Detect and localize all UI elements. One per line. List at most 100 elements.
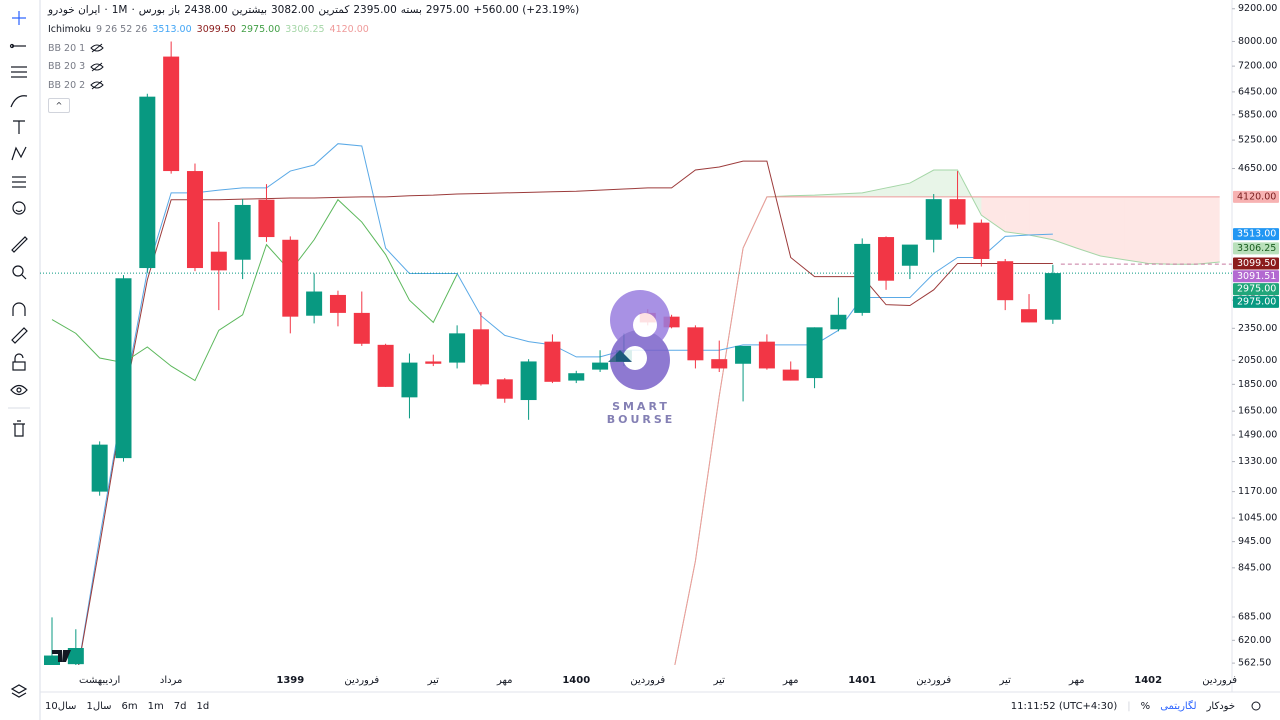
indicator-name: BB 20 3 <box>48 61 86 72</box>
layers-tool[interactable] <box>10 684 28 698</box>
y-tick-label: 1045.00 <box>1238 513 1277 524</box>
prediction-tool[interactable] <box>12 176 26 188</box>
y-tick-label: 8000.00 <box>1238 36 1277 47</box>
trend-line-tool[interactable] <box>9 43 27 49</box>
y-tick-label: 9200.00 <box>1238 3 1277 14</box>
y-tick-label: 5250.00 <box>1238 135 1277 146</box>
cloud-fill <box>1172 196 1196 265</box>
toolbar <box>8 0 41 720</box>
price-badge-label: 3091.51 <box>1237 271 1276 282</box>
clock: 11:11:52 (UTC+4:30) <box>1010 701 1118 712</box>
cloud-fill <box>1148 196 1173 265</box>
candle-body <box>830 314 847 330</box>
zoom-tool[interactable] <box>12 265 27 280</box>
candle-body <box>44 655 60 665</box>
range-button[interactable]: 10سال <box>45 701 77 712</box>
separator: · <box>131 4 135 16</box>
y-tick-label: 7200.00 <box>1238 61 1277 72</box>
range-button[interactable]: 1m <box>147 701 164 712</box>
y-tick-label: 4650.00 <box>1238 163 1277 174</box>
x-tick-label: 1400 <box>562 675 590 686</box>
cloud-fill <box>862 187 887 197</box>
candle-body <box>711 359 728 369</box>
cloud-fill <box>1124 196 1149 264</box>
price-badge-label: 2975.00 <box>1237 296 1276 307</box>
y-tick-label: 620.00 <box>1238 635 1271 646</box>
y-tick-label: 845.00 <box>1238 562 1271 573</box>
icon-tool[interactable] <box>12 201 26 215</box>
y-tick-label: 2350.00 <box>1238 323 1277 334</box>
candle-body <box>925 199 942 240</box>
candle-body <box>1044 273 1061 320</box>
settings-button[interactable] <box>1251 701 1261 711</box>
y-tick-label: 6450.00 <box>1238 86 1277 97</box>
indicator-value: 3513.00 <box>152 24 192 35</box>
ohlc-value: 2438.00 <box>184 4 228 16</box>
visibility-tool[interactable] <box>10 384 28 396</box>
candle-body <box>568 373 585 381</box>
price-badge <box>1233 242 1279 255</box>
range-button[interactable]: 1d <box>196 701 210 712</box>
log-toggle[interactable]: لگاریتمی <box>1160 701 1197 712</box>
pattern-tool[interactable] <box>11 146 27 161</box>
candle-body <box>401 362 418 398</box>
price-badge <box>1233 190 1279 203</box>
x-tick-label: فروردین <box>916 675 951 686</box>
cloud-fill <box>886 183 910 197</box>
hide-toggle[interactable] <box>90 80 104 90</box>
crosshair-tool[interactable] <box>12 11 26 25</box>
y-tick-label: 945.00 <box>1238 536 1271 547</box>
candle-body <box>973 222 990 259</box>
x-tick-label: تیر <box>713 675 726 686</box>
range-button[interactable]: 1سال <box>86 701 112 712</box>
candle-body <box>878 237 895 281</box>
plot <box>40 41 1232 665</box>
watermark-text: SMART <box>612 400 670 413</box>
x-tick-label: تیر <box>999 675 1012 686</box>
cloud-fill <box>981 196 1006 232</box>
candle-body <box>520 361 537 401</box>
candle-body <box>496 379 513 399</box>
hide-toggle[interactable] <box>90 43 104 53</box>
lock-draw-tool[interactable] <box>11 327 28 344</box>
cloud-fill <box>1052 196 1077 249</box>
candle-body <box>735 345 752 364</box>
indicator-name: BB 20 2 <box>48 79 86 91</box>
range-button[interactable]: 7d <box>173 701 187 712</box>
ruler-tool[interactable] <box>11 236 28 253</box>
candle-body <box>806 327 823 379</box>
magnet-tool[interactable] <box>12 302 26 316</box>
text-tool[interactable] <box>13 120 25 134</box>
ohlc-label: بسته <box>400 4 422 16</box>
range-button[interactable]: 6m <box>121 701 138 712</box>
indicator-line <box>78 143 1053 665</box>
lock-tool[interactable] <box>12 353 26 371</box>
indicator-line <box>51 198 458 382</box>
candle-body <box>997 261 1014 301</box>
auto-toggle[interactable]: خودکار <box>1206 701 1235 712</box>
x-tick-label: فروردین <box>344 675 379 686</box>
candle-body <box>91 444 108 492</box>
y-tick-label: 2050.00 <box>1238 355 1277 366</box>
candle-body <box>67 648 84 665</box>
watermark: SMART BOURSE <box>607 290 672 426</box>
y-tick-label: 1650.00 <box>1238 406 1277 417</box>
fib-tool[interactable] <box>11 66 27 78</box>
percent-toggle[interactable]: % <box>1140 701 1151 712</box>
tv-logo <box>52 650 71 662</box>
hide-toggle[interactable] <box>90 62 104 72</box>
candle-body <box>901 244 918 266</box>
x-tick-label: فروردین <box>630 675 665 686</box>
candle-body <box>592 362 609 370</box>
candle-body <box>163 56 180 172</box>
collapse-button[interactable]: ^ <box>48 98 70 113</box>
x-tick-label: تیر <box>427 675 440 686</box>
indicator-value: 4120.00 <box>329 24 369 35</box>
candle-body <box>234 204 251 260</box>
x-tick-label: فروردین <box>1202 675 1237 686</box>
candle-body <box>425 361 442 364</box>
candle-body <box>306 291 323 316</box>
brush-tool[interactable] <box>10 95 28 108</box>
delete-tool[interactable] <box>13 420 25 437</box>
